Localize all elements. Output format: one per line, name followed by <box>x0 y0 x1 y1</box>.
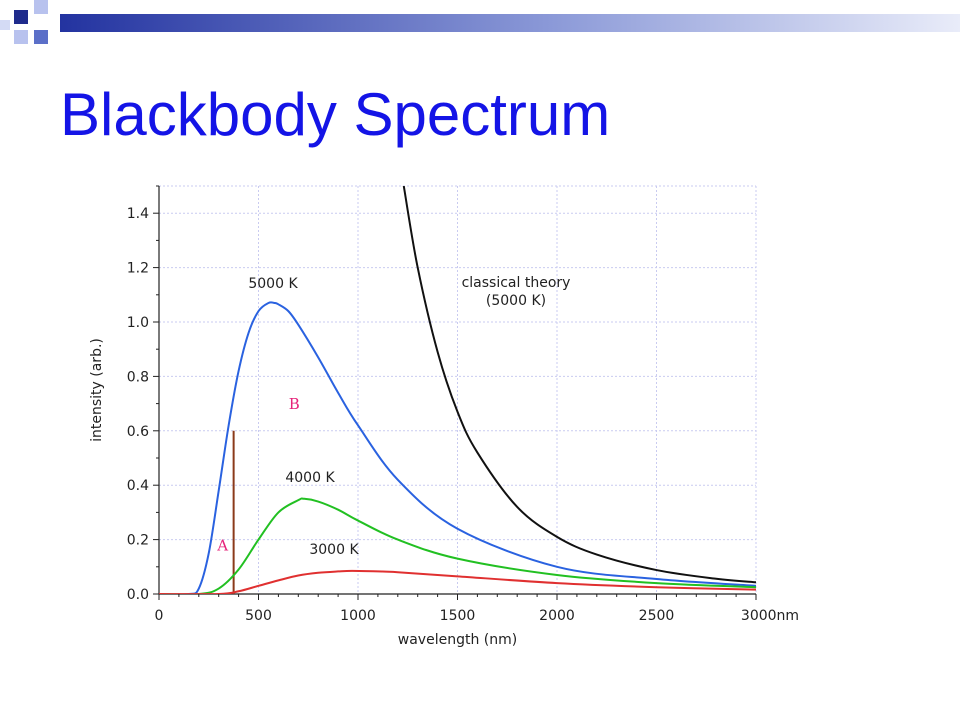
series-line-1 <box>159 497 756 594</box>
y-tick-label: 0.4 <box>127 478 149 494</box>
y-tick-label: 1.0 <box>127 315 149 331</box>
annotation-b: B <box>289 395 300 413</box>
x-tick-label: 1500 <box>440 608 476 624</box>
curve-label: 5000 K <box>248 276 298 292</box>
x-tick-label: 0 <box>155 608 164 624</box>
y-tick-label: 1.4 <box>127 206 149 222</box>
series-line-3 <box>402 186 756 584</box>
curve-label: classical theory <box>462 275 571 291</box>
blackbody-chart: 0 500 1000 1500 2000 2500 3000nm 0.0 0.2 0.4 0.6 0.… <box>89 185 799 648</box>
series-line-0 <box>159 301 756 594</box>
y-tick-label: 0.6 <box>127 424 149 440</box>
x-tick-label: 1000 <box>340 608 376 624</box>
x-tick-label: 500 <box>245 608 272 624</box>
y-tick-label: 0.2 <box>127 533 149 549</box>
x-tick-label: 2500 <box>639 608 675 624</box>
chart-panel: 0 500 1000 1500 2000 2500 3000nm 0.0 0.2 0.4 0.6 0.… <box>72 168 800 652</box>
deco-square-light-2 <box>14 30 28 44</box>
slide-title: Blackbody Spectrum <box>60 81 611 148</box>
deco-square-light-3 <box>0 20 10 30</box>
deco-bar <box>60 14 960 32</box>
x-axis-title: wavelength (nm) <box>398 632 517 648</box>
deco-square-light-1 <box>34 0 48 14</box>
title-decoration <box>0 0 960 44</box>
curve-label: 3000 K <box>309 542 359 558</box>
y-axis-title: intensity (arb.) <box>89 338 105 442</box>
series-line-2 <box>159 569 756 594</box>
deco-square-navy <box>14 10 28 24</box>
y-tick-label: 1.2 <box>127 261 149 277</box>
annotation-a: A <box>216 536 228 554</box>
curve-label: 4000 K <box>285 470 335 486</box>
x-tick-label: 2000 <box>539 608 575 624</box>
deco-square-blue <box>34 30 48 44</box>
curve-label: (5000 K) <box>486 293 546 309</box>
y-tick-label: 0.8 <box>127 369 149 385</box>
x-tick-label: 3000nm <box>741 608 799 624</box>
y-tick-label: 0.0 <box>127 587 149 603</box>
